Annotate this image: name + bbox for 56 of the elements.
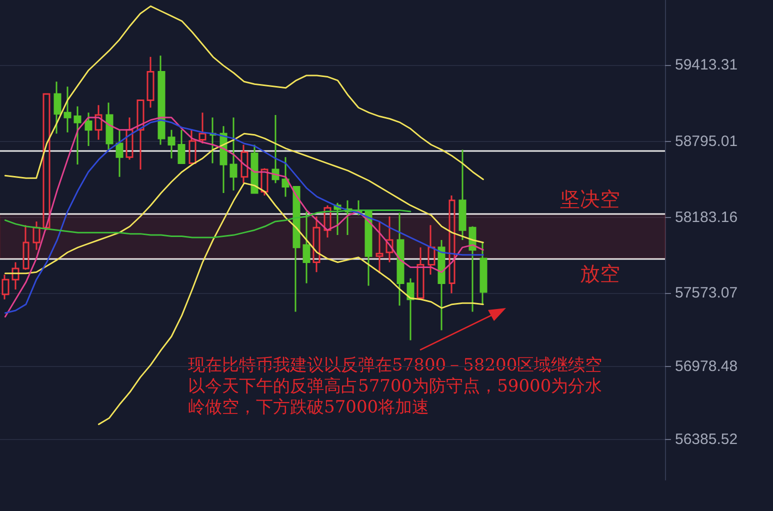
line-series bbox=[4, 132, 484, 274]
candlestick bbox=[198, 112, 206, 144]
candlestick bbox=[240, 144, 248, 184]
candlestick bbox=[106, 102, 114, 150]
candlestick bbox=[54, 80, 62, 134]
candlestick bbox=[168, 129, 176, 160]
candlestick bbox=[438, 239, 446, 332]
candlestick bbox=[12, 262, 20, 290]
y-tick-label: 56978.48 bbox=[675, 358, 738, 375]
candlestick bbox=[22, 224, 30, 270]
candlestick bbox=[312, 216, 320, 273]
candlestick bbox=[116, 129, 124, 178]
y-tick-label: 58183.16 bbox=[675, 208, 738, 226]
y-tick-label: 58795.01 bbox=[675, 133, 738, 150]
line-series bbox=[4, 5, 484, 180]
candlestick bbox=[458, 148, 466, 241]
y-tick-label: 56385.52 bbox=[675, 431, 738, 448]
candlestick bbox=[282, 156, 290, 198]
candlestick bbox=[480, 242, 488, 306]
candlestick bbox=[126, 116, 134, 160]
candlestick bbox=[448, 194, 456, 294]
candlestick bbox=[396, 212, 404, 306]
candlestick bbox=[386, 216, 394, 264]
candlestick bbox=[230, 116, 238, 192]
candlestick bbox=[272, 114, 280, 184]
candlestick bbox=[64, 86, 72, 134]
candlestick bbox=[376, 220, 384, 274]
candlestick bbox=[260, 167, 268, 196]
ref-line-label: 坚决空 bbox=[560, 187, 620, 212]
candlestick bbox=[32, 220, 40, 251]
candlestick bbox=[406, 278, 414, 341]
candlestick bbox=[178, 129, 186, 164]
candlestick bbox=[74, 106, 82, 166]
annotation: 岭做空，下方跌破57000将加速 bbox=[188, 398, 430, 418]
candlestick bbox=[428, 224, 436, 276]
candlestick bbox=[188, 129, 196, 164]
candlestick bbox=[136, 99, 144, 170]
candlestick bbox=[84, 112, 92, 147]
y-tick-label: 59413.31 bbox=[675, 56, 738, 74]
ref-line-label: 放空 bbox=[580, 262, 620, 286]
candlestick bbox=[250, 144, 258, 194]
annotation: 以今天下午的反弹高占57700为防守点，59000为分水 bbox=[188, 376, 602, 396]
candlestick bbox=[210, 116, 216, 164]
line-series bbox=[4, 210, 412, 238]
candlestick bbox=[146, 56, 154, 108]
candlestick bbox=[42, 93, 50, 231]
candlestick bbox=[292, 186, 300, 313]
candlestick bbox=[302, 210, 310, 284]
candlestick bbox=[416, 246, 424, 300]
candlestick bbox=[468, 226, 476, 313]
candlestick bbox=[158, 54, 166, 146]
candlestick bbox=[2, 274, 10, 300]
candlestick bbox=[364, 210, 372, 287]
y-tick-label: 57573.07 bbox=[675, 284, 738, 302]
candlestick bbox=[324, 204, 332, 238]
candlestick bbox=[94, 104, 102, 141]
